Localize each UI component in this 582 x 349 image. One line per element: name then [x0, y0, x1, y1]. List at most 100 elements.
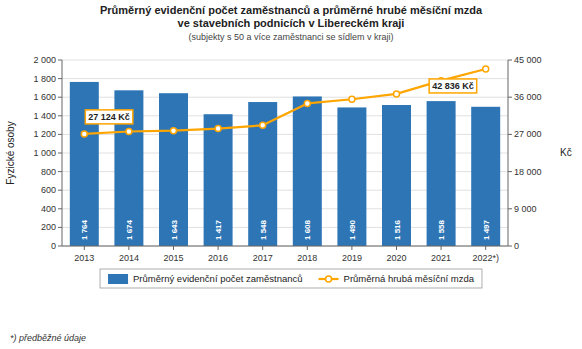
grid	[62, 60, 508, 246]
bar	[248, 102, 277, 246]
data-labels: 1 7641 6741 6431 4171 5481 6081 4901 516…	[80, 219, 490, 240]
tick-label: 2022*)	[472, 253, 499, 263]
data-label: 1 548	[259, 219, 268, 240]
point	[260, 122, 266, 128]
annotation-box	[429, 79, 477, 93]
axis-line	[62, 60, 63, 246]
data-label: 1 417	[214, 219, 223, 240]
annotation: 27 124 Kč	[85, 110, 133, 124]
footnote: *) předběžné údaje	[10, 333, 86, 343]
tick-label: 1 200	[33, 129, 56, 139]
tick-label: 2 000	[33, 55, 56, 65]
data-label: 1 558	[437, 219, 446, 240]
annotation-text: 42 836 Kč	[432, 81, 474, 91]
tick-label: 9 000	[514, 204, 537, 214]
point	[126, 129, 132, 135]
bar	[471, 107, 500, 246]
tick-mark	[58, 60, 62, 61]
tick-label: 1 800	[33, 74, 56, 84]
legend-label: Průměrná hrubá měsíční mzda	[344, 273, 475, 284]
tick-mark	[58, 134, 62, 135]
tick-label: 0	[51, 241, 56, 251]
subtitle: (subjekty s 50 a více zaměstnanci se síd…	[188, 32, 393, 42]
tick-mark	[58, 208, 62, 209]
tick-mark	[508, 208, 512, 209]
tick-mark	[58, 78, 62, 79]
tick-label: 2013	[74, 253, 94, 263]
point	[394, 91, 400, 97]
annotation-text: 27 124 Kč	[88, 112, 130, 122]
tick-mark	[508, 60, 512, 61]
chart: Průměrný evidenční počet zaměstnanců a p…	[0, 0, 582, 349]
axis-line	[508, 60, 509, 246]
tick-mark	[218, 246, 219, 250]
tick-label: 800	[41, 167, 56, 177]
tick-label: 36 000	[514, 92, 542, 102]
data-label: 1 674	[125, 219, 134, 240]
tick-label: 2019	[342, 253, 362, 263]
legend: Průměrný evidenční počet zaměstnanců Prům…	[100, 269, 482, 288]
data-label: 1 497	[482, 219, 491, 240]
tick-label: 45 000	[514, 55, 542, 65]
line	[84, 69, 485, 134]
title: ve stavebních podnicích v Libereckém kra…	[178, 17, 405, 29]
tick-mark	[441, 246, 442, 250]
bar	[159, 93, 188, 246]
tick-label: 0	[514, 241, 519, 251]
tick-mark	[396, 246, 397, 250]
data-label: 1 643	[170, 219, 179, 240]
point	[215, 126, 221, 132]
plot-area	[70, 66, 500, 246]
tick-label: 1 600	[33, 92, 56, 102]
bar	[337, 107, 366, 246]
legend-swatch	[326, 276, 332, 282]
tick-mark	[58, 190, 62, 191]
tick-label: 2014	[119, 253, 139, 263]
axis-title: Fyzické osoby	[5, 121, 16, 184]
tick-mark	[84, 246, 85, 250]
tick-label: 600	[41, 185, 56, 195]
point	[171, 128, 177, 134]
tick-mark	[508, 246, 512, 247]
data-label: 1 516	[393, 219, 402, 240]
point	[349, 96, 355, 102]
tick-label: 2018	[297, 253, 317, 263]
tick-mark	[58, 115, 62, 116]
tick-label: 2016	[208, 253, 228, 263]
tick-label: 200	[41, 222, 56, 232]
bar	[70, 82, 99, 246]
tick-mark	[508, 134, 512, 135]
tick-mark	[58, 97, 62, 98]
legend-box	[100, 269, 482, 288]
legend-swatch	[108, 274, 128, 284]
grid-line	[62, 60, 508, 61]
tick-label: 2020	[386, 253, 406, 263]
legend-label: Průměrný evidenční počet zaměstnanců	[133, 273, 303, 284]
tick-mark	[58, 153, 62, 154]
tick-label: 1 400	[33, 111, 56, 121]
title: Průměrný evidenční počet zaměstnanců a p…	[100, 4, 483, 16]
bar	[204, 114, 233, 246]
tick-mark	[128, 246, 129, 250]
tick-mark	[58, 246, 62, 247]
point	[81, 131, 87, 137]
annotation: 42 836 Kč	[429, 79, 477, 93]
tick-label: 27 000	[514, 129, 542, 139]
tick-mark	[351, 246, 352, 250]
data-label: 1 608	[303, 219, 312, 240]
tick-label: 2017	[253, 253, 273, 263]
tick-label: 2015	[163, 253, 183, 263]
tick-mark	[508, 97, 512, 98]
data-label: 1 764	[80, 219, 89, 240]
legend-item: Průměrný evidenční počet zaměstnanců	[108, 273, 303, 284]
tick-label: 2021	[431, 253, 451, 263]
tick-mark	[173, 246, 174, 250]
bar	[382, 105, 411, 246]
legend-item: Průměrná hrubá měsíční mzda	[319, 273, 475, 284]
tick-mark	[485, 246, 486, 250]
point	[304, 100, 310, 106]
tick-label: 18 000	[514, 167, 542, 177]
axis-title: Kč	[560, 147, 572, 158]
annotation-box	[85, 110, 133, 124]
tick-mark	[307, 246, 308, 250]
